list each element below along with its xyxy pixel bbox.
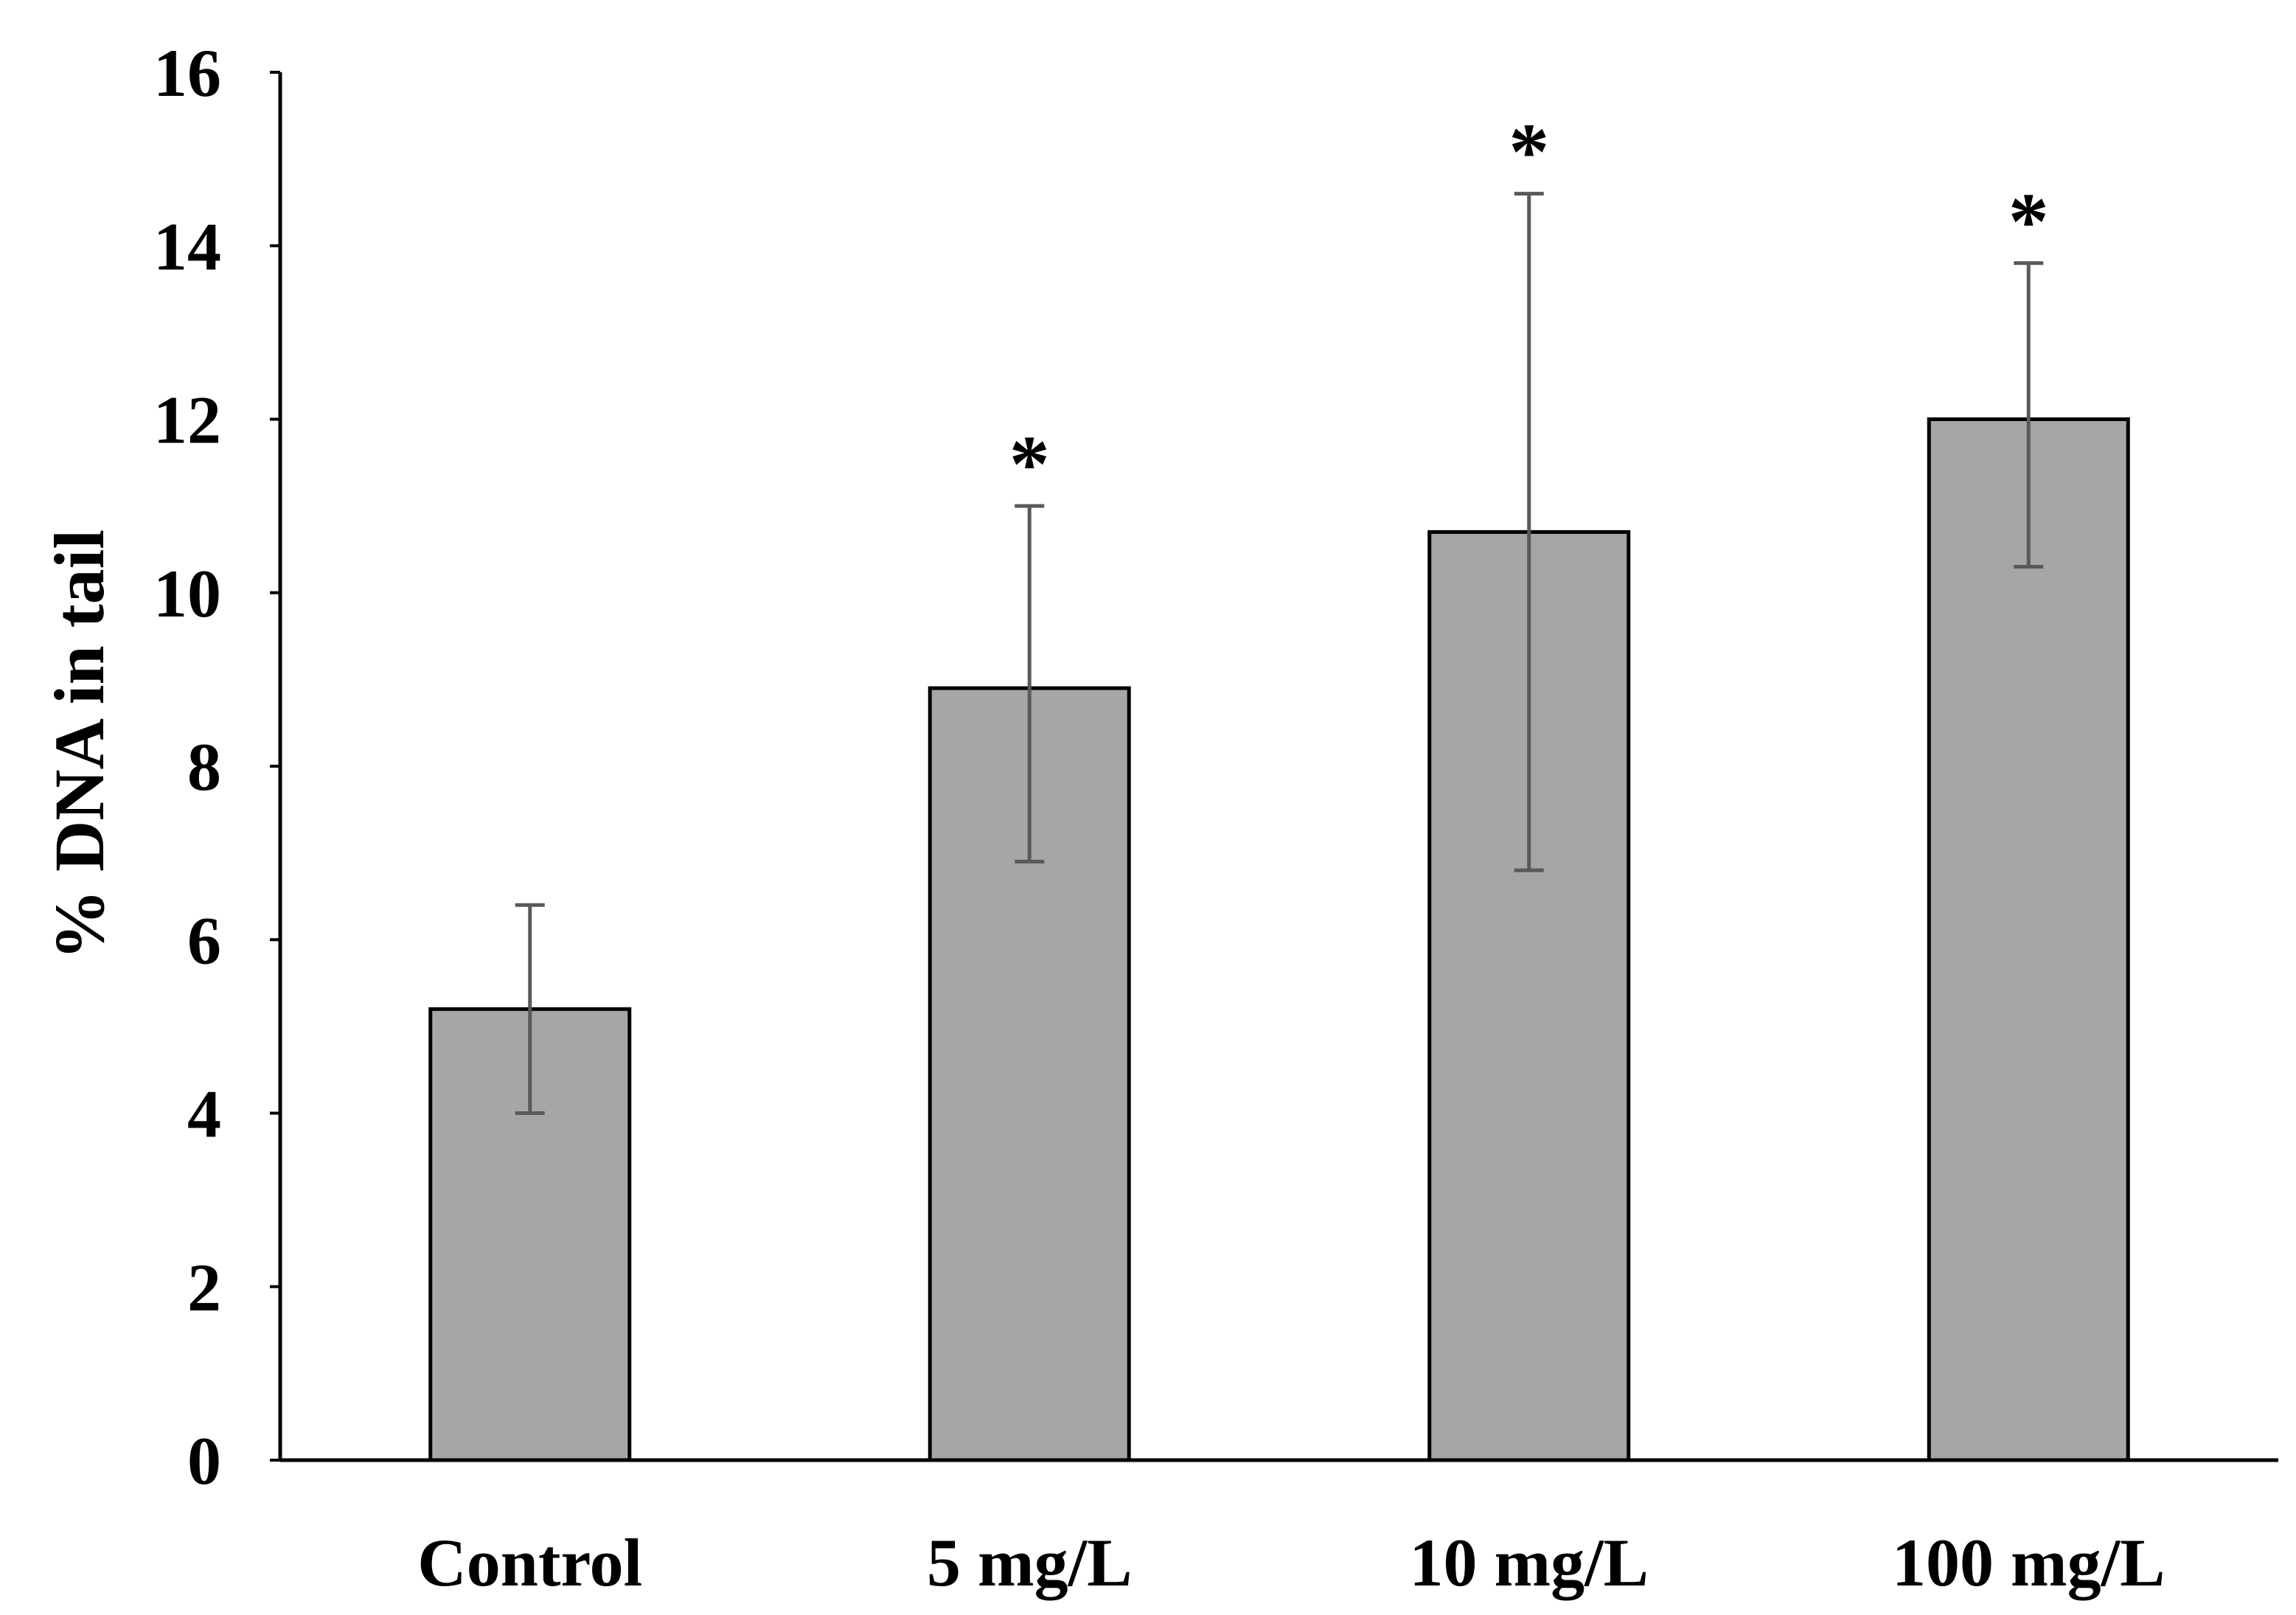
x-category-label: 5 mg/L [927, 1525, 1133, 1600]
bars-layer [428, 417, 2130, 1462]
y-tick-label: 14 [153, 209, 221, 284]
bar [1927, 417, 2130, 1462]
significance-asterisk: * [1009, 419, 1050, 509]
y-tick-label: 16 [153, 35, 221, 111]
error-bars-layer [515, 192, 2044, 1115]
y-tick-label: 6 [187, 903, 221, 978]
significance-asterisk: * [2008, 176, 2049, 266]
x-category-label: 10 mg/L [1409, 1525, 1649, 1600]
y-tick-label: 8 [187, 729, 221, 805]
axes-layer [270, 71, 2278, 1462]
y-tick-label: 10 [153, 556, 221, 631]
y-tick-label: 12 [153, 383, 221, 458]
x-category-label: Control [417, 1525, 642, 1600]
x-category-label: 100 mg/L [1892, 1525, 2165, 1600]
significance-asterisk: * [1509, 107, 1549, 197]
y-tick-label: 2 [187, 1250, 221, 1325]
y-tick-label: 4 [187, 1077, 221, 1152]
y-tick-label: 0 [187, 1423, 221, 1498]
y-axis-title: % DNA in tail [40, 529, 119, 960]
labels-layer: 0 2 4 6 8 10 12 14 16 Control * 5 mg/L * 10 mg/L * 100 … [153, 35, 2165, 1600]
